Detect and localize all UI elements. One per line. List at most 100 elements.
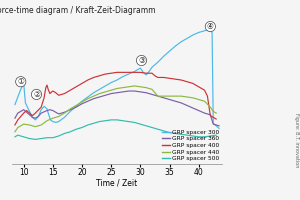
GRP spacer 400 xyxy=(185,80,189,83)
GRP spacer 360 xyxy=(203,112,206,114)
Text: ③: ③ xyxy=(138,56,145,65)
GRP spacer 400 xyxy=(179,79,183,81)
GRP spacer 300 xyxy=(191,34,195,36)
GRP spacer 400 xyxy=(45,84,49,86)
GRP spacer 500 xyxy=(214,134,218,136)
GRP spacer 360 xyxy=(133,90,136,92)
GRP spacer 440 xyxy=(179,95,183,97)
GRP spacer 300 xyxy=(206,29,209,31)
GRP spacer 440 xyxy=(86,97,90,100)
GRP spacer 440 xyxy=(139,86,142,88)
GRP spacer 440 xyxy=(103,91,107,93)
GRP spacer 300 xyxy=(103,85,107,87)
GRP spacer 500 xyxy=(28,137,31,140)
GRP spacer 360 xyxy=(57,113,61,115)
Text: Figure: B.T. innovation: Figure: B.T. innovation xyxy=(293,113,298,167)
GRP spacer 400 xyxy=(80,82,84,85)
GRP spacer 400 xyxy=(13,124,17,126)
GRP spacer 440 xyxy=(57,115,61,118)
GRP spacer 400 xyxy=(54,92,58,94)
GRP spacer 300 xyxy=(121,75,124,78)
Line: GRP spacer 360: GRP spacer 360 xyxy=(15,91,219,126)
GRP spacer 400 xyxy=(156,76,160,79)
GRP spacer 360 xyxy=(86,100,90,102)
GRP spacer 440 xyxy=(74,104,78,107)
GRP spacer 500 xyxy=(150,126,154,129)
GRP spacer 400 xyxy=(133,71,136,74)
Line: GRP spacer 400: GRP spacer 400 xyxy=(15,72,216,125)
GRP spacer 360 xyxy=(127,90,130,92)
GRP spacer 360 xyxy=(121,91,124,93)
GRP spacer 300 xyxy=(54,121,58,124)
GRP spacer 440 xyxy=(162,95,166,97)
GRP spacer 400 xyxy=(16,119,20,121)
GRP spacer 400 xyxy=(92,76,95,79)
GRP spacer 500 xyxy=(103,120,107,122)
Line: GRP spacer 440: GRP spacer 440 xyxy=(15,86,216,132)
GRP spacer 400 xyxy=(31,114,34,117)
GRP spacer 400 xyxy=(28,112,31,114)
GRP spacer 360 xyxy=(214,124,218,126)
GRP spacer 500 xyxy=(110,119,113,121)
GRP spacer 500 xyxy=(92,122,95,124)
GRP spacer 300 xyxy=(51,120,55,123)
GRP spacer 360 xyxy=(150,93,154,96)
GRP spacer 500 xyxy=(74,128,78,130)
GRP spacer 400 xyxy=(51,90,55,92)
GRP spacer 440 xyxy=(45,120,49,122)
X-axis label: Time / Zeit: Time / Zeit xyxy=(96,179,138,188)
GRP spacer 300 xyxy=(214,125,218,127)
GRP spacer 360 xyxy=(162,97,166,99)
GRP spacer 500 xyxy=(98,120,101,123)
GRP spacer 400 xyxy=(162,76,166,79)
GRP spacer 440 xyxy=(185,96,189,98)
GRP spacer 400 xyxy=(44,86,48,89)
GRP spacer 360 xyxy=(139,91,142,93)
GRP spacer 500 xyxy=(63,132,66,135)
GRP spacer 300 xyxy=(47,114,51,116)
GRP spacer 360 xyxy=(144,92,148,94)
GRP spacer 360 xyxy=(54,111,58,113)
GRP spacer 400 xyxy=(153,75,157,77)
GRP spacer 400 xyxy=(42,97,46,99)
GRP spacer 500 xyxy=(80,126,84,129)
GRP spacer 400 xyxy=(115,71,119,74)
GRP spacer 360 xyxy=(74,106,78,108)
GRP spacer 400 xyxy=(19,115,22,118)
GRP spacer 440 xyxy=(133,85,136,87)
GRP spacer 500 xyxy=(208,135,212,137)
GRP spacer 360 xyxy=(185,104,189,107)
GRP spacer 500 xyxy=(22,136,26,138)
GRP spacer 400 xyxy=(57,94,61,96)
GRP spacer 500 xyxy=(57,135,61,137)
GRP spacer 440 xyxy=(98,92,101,95)
GRP spacer 400 xyxy=(139,71,142,74)
GRP spacer 500 xyxy=(162,130,166,132)
GRP spacer 360 xyxy=(25,111,28,113)
GRP spacer 360 xyxy=(156,95,160,97)
GRP spacer 500 xyxy=(127,120,130,123)
GRP spacer 300 xyxy=(39,108,43,111)
GRP spacer 360 xyxy=(19,110,22,113)
GRP spacer 300 xyxy=(42,105,46,108)
GRP spacer 400 xyxy=(110,72,113,74)
GRP spacer 300 xyxy=(162,55,166,57)
GRP spacer 400 xyxy=(127,71,130,74)
GRP spacer 300 xyxy=(127,73,130,75)
GRP spacer 300 xyxy=(68,110,72,113)
GRP spacer 300 xyxy=(13,103,17,106)
GRP spacer 500 xyxy=(203,136,206,138)
GRP spacer 500 xyxy=(68,131,72,133)
GRP spacer 500 xyxy=(19,135,22,137)
GRP spacer 400 xyxy=(206,95,209,97)
GRP spacer 500 xyxy=(168,131,171,134)
GRP spacer 440 xyxy=(63,112,66,114)
GRP spacer 300 xyxy=(57,120,61,123)
GRP spacer 400 xyxy=(22,112,26,114)
GRP spacer 500 xyxy=(34,138,37,141)
GRP spacer 360 xyxy=(173,100,177,102)
GRP spacer 440 xyxy=(168,95,171,97)
GRP spacer 440 xyxy=(34,125,37,128)
Text: ④: ④ xyxy=(207,22,214,31)
GRP spacer 400 xyxy=(86,79,90,81)
